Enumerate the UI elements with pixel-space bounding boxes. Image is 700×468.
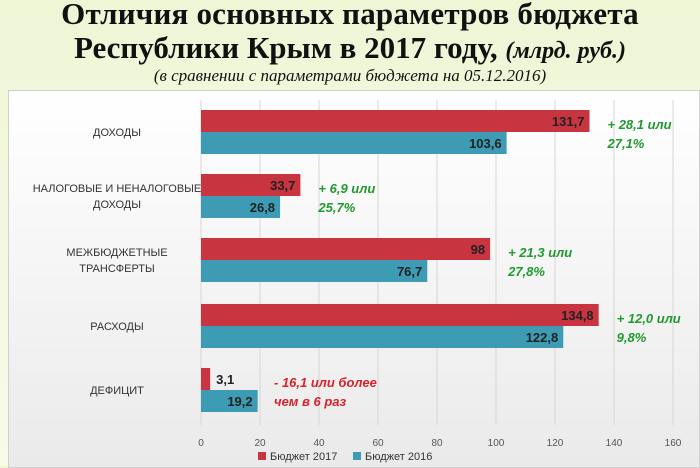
category-label: ТРАНСФЕРТЫ [79, 263, 155, 275]
title-line-2: Республики Крым в 2017 году, (млрд. руб.… [0, 30, 700, 66]
data-label: 103,6 [469, 136, 502, 151]
change-annotation: + 21,3 или [508, 245, 572, 260]
x-tick-label: 160 [665, 438, 682, 449]
subtitle: (в сравнении с параметрами бюджета на 05… [153, 66, 547, 85]
x-tick-label: 0 [198, 438, 204, 449]
change-annotation: чем в 6 раз [274, 394, 347, 409]
category-label: МЕЖБЮДЖЕТНЫЕ [66, 247, 167, 259]
category-label: РАСХОДЫ [90, 321, 144, 333]
bar-2017 [201, 368, 211, 390]
category-label: ДОХОДЫ [93, 199, 141, 211]
category-label: НАЛОГОВЫЕ И НЕНАЛОГОВЫЕ [33, 183, 202, 195]
bar-2016 [201, 390, 258, 412]
data-label: 134,8 [561, 308, 594, 323]
change-annotation: 27,8% [507, 264, 545, 279]
bar-2016 [201, 132, 507, 154]
change-annotation: + 28,1 или [608, 117, 672, 132]
bar-2016 [201, 260, 428, 282]
data-label: 33,7 [270, 178, 295, 193]
title-line-1: Отличия основных параметров бюджета [61, 0, 639, 31]
title-unit: (млрд. руб.) [505, 38, 626, 64]
legend-label-2016: Бюджет 2016 [365, 451, 432, 463]
bar-2017 [201, 238, 491, 260]
bar-2017 [201, 304, 599, 326]
data-label: 76,7 [397, 264, 422, 279]
change-annotation: + 6,9 или [318, 181, 375, 196]
change-annotation: + 12,0 или [617, 311, 681, 326]
x-tick-label: 20 [254, 438, 266, 449]
x-tick-label: 60 [372, 438, 384, 449]
change-annotation: 9,8% [617, 330, 647, 345]
x-tick-label: 100 [488, 438, 505, 449]
legend-swatch-2017 [258, 452, 266, 460]
x-tick-label: 80 [431, 438, 443, 449]
data-label: 26,8 [250, 200, 275, 215]
title-main: Республики Крым в 2017 году, [73, 30, 498, 65]
legend-label-2017: Бюджет 2017 [270, 451, 337, 463]
change-annotation: 25,7% [317, 200, 355, 215]
bar-2017 [201, 110, 590, 132]
bar-2016 [201, 196, 281, 218]
bar-2016 [201, 326, 564, 348]
change-annotation: 27,1% [607, 136, 645, 151]
data-label: 122,8 [526, 330, 559, 345]
legend-swatch-2016 [353, 452, 361, 460]
x-tick-label: 40 [313, 438, 325, 449]
category-label: ДЕФИЦИТ [90, 385, 144, 397]
bar-2017 [201, 174, 301, 196]
data-label: 98 [471, 242, 485, 257]
x-tick-label: 140 [606, 438, 623, 449]
x-tick-label: 120 [547, 438, 564, 449]
data-label: 131,7 [552, 114, 585, 129]
change-annotation: - 16,1 или более [274, 375, 377, 390]
category-label: ДОХОДЫ [93, 127, 141, 139]
data-label: 19,2 [227, 394, 252, 409]
data-label: 3,1 [216, 372, 234, 387]
